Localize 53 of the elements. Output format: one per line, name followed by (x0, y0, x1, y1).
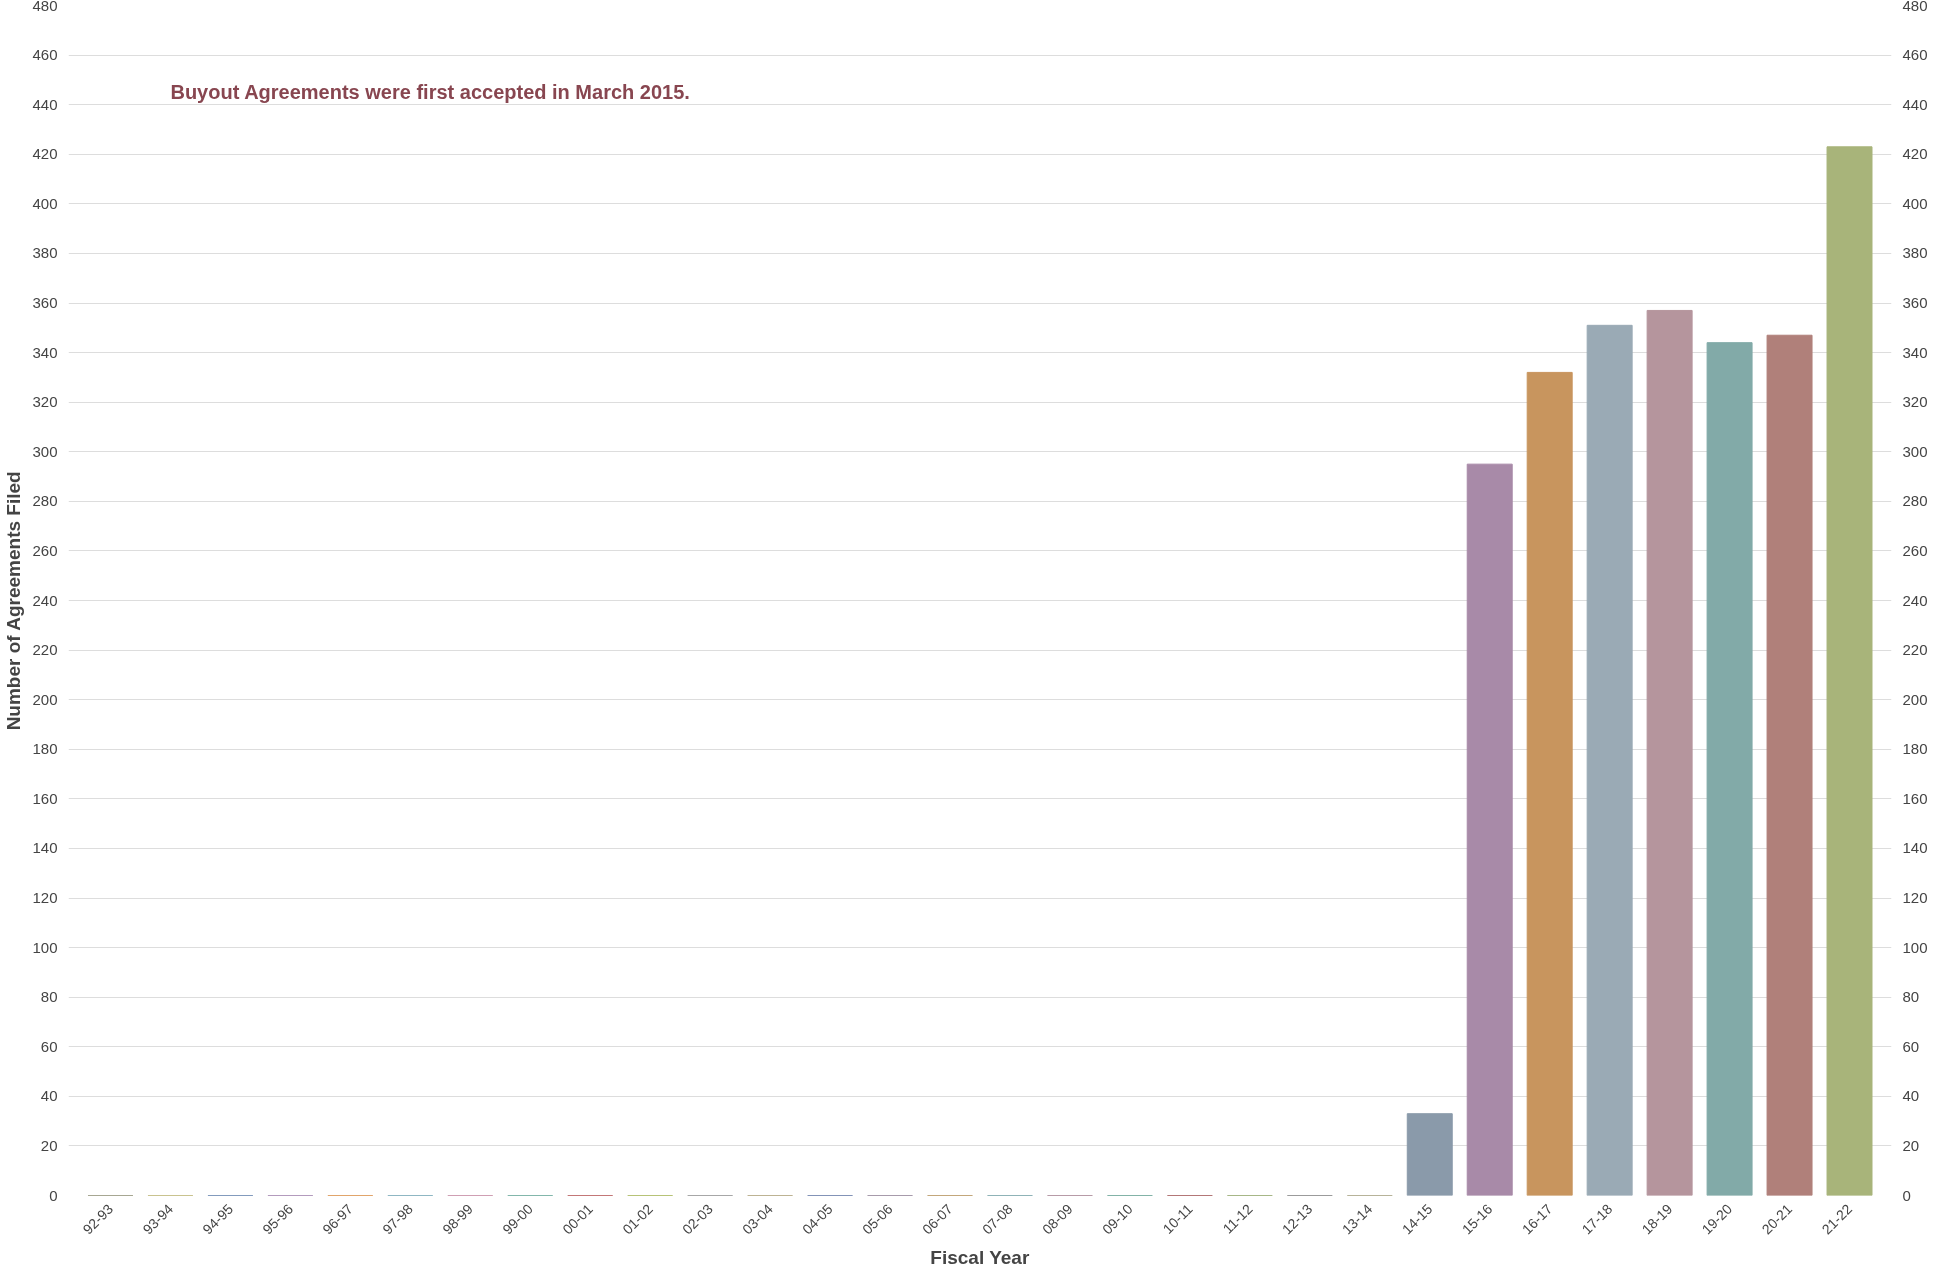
y-tick-label: 460 (32, 46, 58, 64)
y-tick-label: 220 (32, 641, 58, 659)
y2-tick-label: 460 (1902, 46, 1928, 64)
y2-tick-label: 0 (1902, 1186, 1911, 1204)
y2-tick-label: 340 (1902, 343, 1928, 361)
y2-tick-label: 260 (1902, 541, 1928, 559)
y-tick-label: 340 (32, 343, 58, 361)
y-tick-label: 360 (32, 294, 58, 311)
y2-tick-label: 240 (1902, 591, 1928, 609)
y2-tick-label: 480 (1902, 0, 1928, 14)
y-tick-label: 260 (32, 541, 58, 559)
y-tick-label: 480 (32, 0, 58, 14)
y2-tick-label: 20 (1902, 1136, 1920, 1154)
y-tick-label: 280 (32, 492, 58, 510)
y-tick-label: 0 (49, 1186, 58, 1204)
y-tick-label: 60 (40, 1037, 58, 1055)
y-tick-label: 20 (40, 1136, 58, 1154)
y-axis-title: Number of Agreements Filed (3, 471, 25, 731)
y-tick-label: 120 (32, 889, 58, 906)
y2-tick-label: 60 (1902, 1037, 1920, 1055)
y-tick-label: 320 (32, 393, 58, 411)
y-tick-label: 40 (40, 1087, 58, 1105)
y-tick-label: 300 (32, 442, 58, 460)
y2-tick-label: 300 (1902, 442, 1928, 460)
y2-tick-label: 120 (1902, 889, 1928, 906)
y2-tick-label: 280 (1902, 492, 1928, 510)
y2-tick-label: 420 (1902, 145, 1928, 163)
y-tick-label: 100 (32, 938, 58, 956)
y-tick-label: 440 (32, 95, 58, 113)
y-tick-label: 420 (32, 145, 58, 163)
y2-tick-label: 400 (1902, 194, 1928, 212)
x-axis-title: Fiscal Year (930, 1246, 1030, 1268)
y-tick-label: 200 (32, 690, 58, 708)
y2-tick-label: 220 (1902, 641, 1928, 659)
y2-tick-label: 320 (1902, 393, 1928, 411)
y2-tick-label: 360 (1902, 294, 1928, 311)
y2-tick-label: 180 (1902, 740, 1928, 758)
annotation: Buyout Agreements were first accepted in March 2015. (170, 81, 690, 104)
y2-tick-label: 100 (1902, 938, 1928, 956)
y2-tick-label: 40 (1902, 1087, 1920, 1105)
y-tick-label: 180 (32, 740, 58, 758)
y2-tick-label: 440 (1902, 95, 1928, 113)
y-tick-label: 380 (32, 244, 58, 262)
y-tick-label: 160 (32, 789, 58, 807)
y-tick-label: 400 (32, 194, 58, 212)
y2-tick-label: 380 (1902, 244, 1928, 262)
y2-tick-label: 140 (1902, 839, 1928, 857)
y2-tick-label: 80 (1902, 988, 1920, 1006)
y-tick-label: 80 (40, 988, 58, 1006)
y-tick-label: 240 (32, 591, 58, 609)
y-tick-label: 140 (32, 839, 58, 857)
y2-tick-label: 160 (1902, 789, 1928, 807)
y2-tick-label: 200 (1902, 690, 1928, 708)
